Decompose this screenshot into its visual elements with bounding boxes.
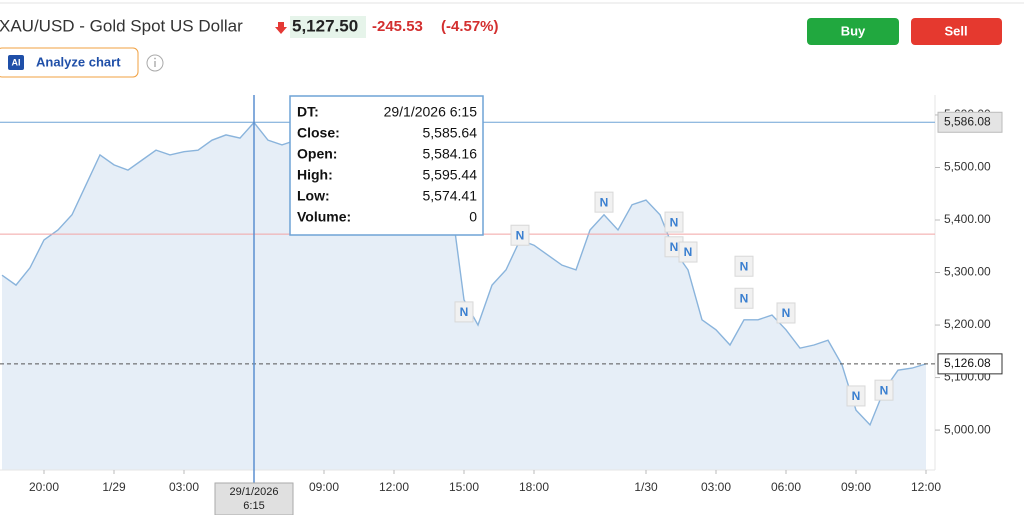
info-icon-dot <box>154 57 156 60</box>
news-marker <box>454 301 474 323</box>
x-tick-label: 15:00 <box>449 480 479 494</box>
tooltip-value: 5,574.41 <box>423 188 478 204</box>
tooltip-value: 5,584.16 <box>423 146 478 162</box>
tooltip-label: Open: <box>297 146 337 162</box>
news-marker <box>594 191 614 213</box>
buy-button[interactable] <box>807 18 899 45</box>
x-tick-label: 18:00 <box>519 480 549 494</box>
x-tick-label: 1/29 <box>102 480 126 494</box>
x-tick-label: 09:00 <box>841 480 871 494</box>
price: 5,127.50 <box>292 16 358 35</box>
tooltip-value: 29/1/2026 6:15 <box>384 104 478 120</box>
news-marker-label: N <box>684 245 693 259</box>
news-marker-label: N <box>600 195 609 209</box>
crosshair-price: 5,586.08 <box>944 114 991 128</box>
ai-badge-text: AI <box>12 57 21 67</box>
x-tick-label: 03:00 <box>701 480 731 494</box>
down-arrow <box>275 22 287 34</box>
tooltip-value: 0 <box>469 209 477 225</box>
crosshair-price-box <box>937 111 1003 133</box>
y-tick-label: 5,200.00 <box>944 317 991 331</box>
tooltip <box>289 95 484 236</box>
y-tick-label: 5,300.00 <box>944 265 991 279</box>
tooltip-label: High: <box>297 167 333 183</box>
analyze-button[interactable] <box>0 47 139 78</box>
news-marker <box>510 224 530 246</box>
buy-label[interactable]: Buy <box>841 23 866 38</box>
sell-label[interactable]: Sell <box>944 23 967 38</box>
news-marker-label: N <box>670 215 679 229</box>
y-tick-label: 5,000.00 <box>944 422 991 436</box>
crosshair-date-box <box>214 482 294 515</box>
news-marker <box>678 241 698 263</box>
news-marker-label: N <box>880 383 889 397</box>
news-marker <box>734 287 754 309</box>
news-marker-label: N <box>740 291 749 305</box>
instrument-title: XAU/USD - Gold Spot US Dollar <box>0 16 243 35</box>
news-marker <box>874 379 894 401</box>
last-price-box <box>937 353 1003 375</box>
news-marker-label: N <box>740 259 749 273</box>
price-line <box>1 121 927 427</box>
news-marker-label: N <box>852 389 861 403</box>
tooltip-value: 5,595.44 <box>423 167 478 183</box>
x-tick-label: 06:00 <box>771 480 801 494</box>
news-marker-label: N <box>782 306 791 320</box>
news-marker <box>734 255 754 277</box>
change-pct: (-4.57%) <box>441 18 499 35</box>
tooltip-label: DT: <box>297 104 319 120</box>
news-marker-label: N <box>516 228 525 242</box>
news-marker <box>776 302 796 324</box>
tooltip-value: 5,585.64 <box>423 125 478 141</box>
crosshair-date: 29/1/2026 <box>230 486 279 498</box>
news-marker-label: N <box>670 240 679 254</box>
y-tick-label: 5,500.00 <box>944 160 991 174</box>
x-tick-label: 1/30 <box>634 480 658 494</box>
tooltip-label: Low: <box>297 188 330 204</box>
x-tick-label: 03:00 <box>169 480 199 494</box>
x-tick-label: 12:00 <box>379 480 409 494</box>
last-price: 5,126.08 <box>944 356 991 370</box>
area-fill <box>2 122 926 470</box>
crosshair-time: 6:15 <box>243 500 264 512</box>
news-marker <box>664 211 684 233</box>
tooltip-label: Close: <box>297 125 340 141</box>
change: -245.53 <box>372 18 423 35</box>
analyze-label[interactable]: Analyze chart <box>36 54 121 69</box>
x-tick-label: 09:00 <box>309 480 339 494</box>
news-marker-label: N <box>460 305 469 319</box>
y-tick-label: 5,400.00 <box>944 212 991 226</box>
chart: Investing.com5,000.005,100.005,200.005,3… <box>0 95 1003 515</box>
news-marker <box>846 385 866 407</box>
x-tick-label: 20:00 <box>29 480 59 494</box>
info-icon[interactable] <box>146 54 164 72</box>
tooltip-label: Volume: <box>297 209 351 225</box>
price-bg <box>290 16 366 38</box>
ai-badge <box>8 55 24 70</box>
x-tick-label: 12:00 <box>911 480 941 494</box>
sell-button[interactable] <box>911 18 1002 45</box>
